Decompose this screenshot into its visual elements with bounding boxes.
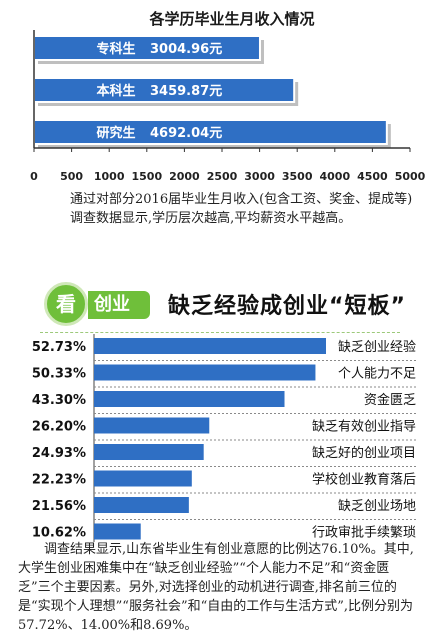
x-tick-label: 3500: [282, 170, 313, 183]
x-tick-label: 2000: [169, 170, 200, 183]
chuangye-tab: 创业: [88, 291, 150, 319]
income-bar: [33, 77, 296, 103]
difficulty-bar: [94, 391, 285, 407]
bar-value-label: 4692.04元: [150, 126, 222, 141]
difficulty-bar: [94, 417, 210, 434]
percent-label: 43.30%: [32, 393, 86, 408]
percent-label: 24.93%: [32, 446, 86, 461]
x-tick-label: 1500: [131, 170, 162, 183]
x-tick-label: 3000: [244, 170, 275, 183]
difficulty-label: 缺乏有效创业指导: [312, 420, 416, 435]
difficulty-bar: [94, 338, 326, 354]
percent-label: 50.33%: [32, 367, 86, 382]
chart2-title: 缺乏经验成创业“短板”: [168, 294, 406, 319]
section-header: 看 创业 缺乏经验成创业“短板”: [0, 282, 434, 333]
difficulty-bar: [94, 470, 192, 487]
kan-badge-label: 看: [56, 292, 76, 316]
x-tick-label: 4500: [357, 170, 388, 183]
difficulty-bar: [94, 444, 204, 460]
percent-label: 22.23%: [32, 473, 86, 488]
difficulty-bar: [94, 364, 316, 381]
x-tick-label: 500: [60, 170, 83, 183]
chart1-title: 各学历毕业生月收入情况: [148, 10, 314, 28]
difficulty-bar: [94, 523, 141, 540]
difficulty-label: 学校创业教育落后: [312, 472, 416, 488]
x-tick-label: 4000: [319, 170, 350, 183]
kan-badge: 看: [44, 282, 88, 326]
difficulty-label: 缺乏好的创业项目: [312, 445, 416, 461]
percent-label: 10.62%: [32, 526, 86, 541]
chart1-x-axis: 0 500 1000 1500 2000 2500 3000 3500 4000 4500 5000: [30, 30, 426, 183]
income-bar: [33, 35, 261, 61]
header-divider: [40, 332, 400, 333]
difficulty-label: 行政审批手续繁琐: [312, 525, 416, 541]
bar-category-label: 研究生: [96, 125, 135, 141]
bar-category-label: 专科生: [96, 41, 135, 57]
difficulty-label: 缺乏创业经验: [338, 339, 416, 355]
bar-value-label: 3004.96元: [150, 42, 222, 57]
percent-label: 52.73%: [32, 340, 86, 355]
difficulty-bar: [94, 497, 189, 513]
startup-difficulty-chart: 52.73% 缺乏创业经验 50.33% 个人能力不足 43.30% 资金匮乏 26.20%…: [32, 334, 416, 542]
chart2-rows: 52.73% 缺乏创业经验 50.33% 个人能力不足 43.30% 资金匮乏 26.20%…: [32, 334, 416, 542]
percent-label: 21.56%: [32, 499, 86, 514]
difficulty-label: 资金匮乏: [364, 392, 416, 408]
difficulty-label: 缺乏创业场地: [338, 499, 416, 514]
x-tick-label: 0: [30, 170, 38, 183]
x-tick-label: 1000: [94, 170, 125, 183]
difficulty-label: 个人能力不足: [338, 367, 416, 382]
chart2-caption: 调查结果显示,山东省毕业生有创业意愿的比例达76.10%。其中,大学生创业困难集…: [18, 542, 414, 633]
chart1-caption: 通过对部分2016届毕业生月收入(包含工资、奖金、提成等)调查数据显示,学历层次…: [70, 192, 413, 226]
bar-category-label: 本科生: [96, 83, 135, 99]
bar-value-label: 3459.87元: [150, 84, 222, 99]
percent-label: 26.20%: [32, 420, 86, 435]
x-tick-label: 2500: [207, 170, 238, 183]
x-tick-label: 5000: [395, 170, 426, 183]
